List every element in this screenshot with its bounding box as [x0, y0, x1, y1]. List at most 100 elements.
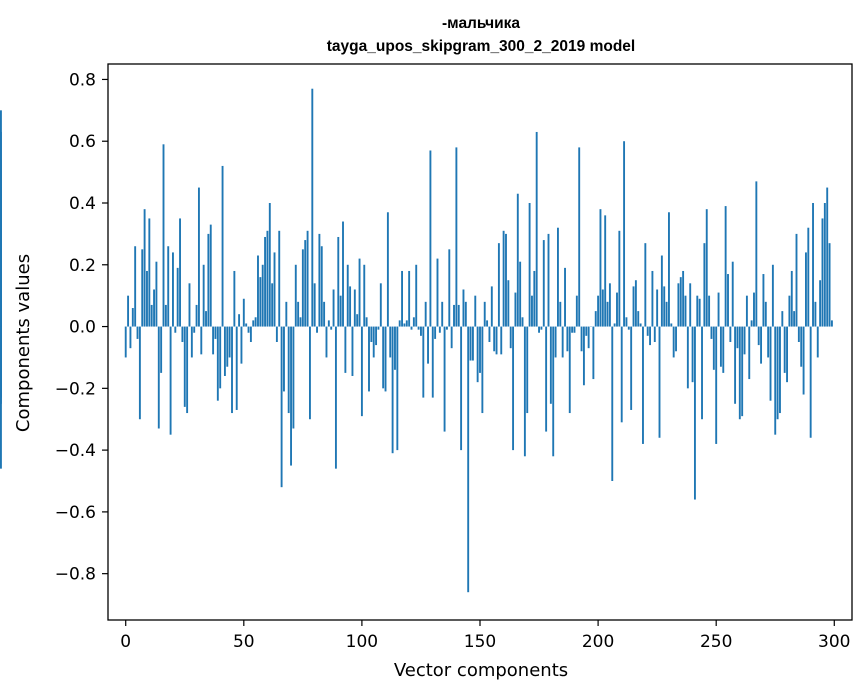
bar-173	[533, 270, 536, 327]
bar-140	[455, 147, 458, 327]
bar-18	[167, 246, 170, 327]
bar-74	[299, 317, 302, 327]
bar-72	[294, 264, 297, 327]
bar-91	[339, 295, 342, 327]
bar-299	[830, 320, 833, 327]
bar-209	[618, 230, 621, 327]
bar-246	[705, 209, 708, 327]
y-tick-label: −0.2	[55, 379, 96, 399]
bar-56	[257, 255, 259, 327]
bar-188	[568, 326, 571, 414]
bar-261	[741, 326, 744, 417]
bar-125	[420, 326, 422, 336]
bar-277	[779, 326, 781, 414]
bar-146	[469, 326, 472, 361]
bar-54	[252, 320, 255, 327]
bar-252	[719, 326, 722, 367]
bar-113	[391, 326, 394, 454]
bar-260	[738, 326, 741, 420]
bar-163	[509, 326, 512, 349]
bar-280	[786, 326, 788, 383]
bar-227	[660, 255, 663, 327]
bar-94	[346, 264, 349, 327]
bar-28	[190, 326, 193, 358]
bar-161	[505, 233, 507, 327]
bar-275	[774, 326, 777, 435]
bar-15	[160, 326, 163, 373]
bar-183	[557, 227, 559, 327]
bar-222	[649, 326, 651, 346]
bar-223	[651, 270, 654, 327]
bar-87	[330, 326, 333, 330]
bar-274	[771, 264, 774, 327]
bar-83	[320, 246, 323, 327]
bar-99	[358, 258, 361, 327]
bar-31	[197, 187, 200, 327]
bar-41	[221, 165, 224, 327]
bar-286	[800, 326, 803, 367]
bar-26	[186, 326, 189, 414]
bar-100	[360, 326, 363, 417]
bar-179	[547, 233, 550, 327]
bar-110	[384, 326, 387, 392]
bar-268	[757, 326, 760, 346]
bar-200	[597, 295, 600, 327]
bar-73	[297, 301, 300, 327]
bar-34	[205, 311, 207, 327]
bar-37	[212, 326, 215, 355]
bar-36	[209, 224, 212, 327]
bar-33	[202, 264, 205, 327]
bar-228	[663, 286, 666, 327]
bar-170	[526, 326, 529, 414]
bar-149	[476, 326, 479, 383]
bar-17	[164, 304, 167, 327]
bar-7	[141, 249, 144, 327]
axes: 0 50 100 150 200 250 300 −0.8 −0.6 −0.4 −0.2 0.0 0.2…	[55, 63, 853, 652]
bar-126	[422, 326, 425, 398]
bar-80	[313, 283, 316, 327]
bar-134	[441, 301, 444, 327]
bar-270	[762, 274, 765, 327]
bar-264	[748, 326, 751, 380]
y-tick-label: −0.4	[55, 441, 96, 461]
bar-150	[479, 326, 481, 373]
bar-11	[150, 304, 153, 327]
bar-249	[712, 326, 715, 370]
bar-81	[316, 326, 318, 333]
bar-244	[701, 326, 703, 420]
x-tick-label: 200	[582, 632, 614, 652]
bar-255	[727, 274, 729, 327]
bar-92	[342, 221, 344, 327]
bar-40	[219, 326, 222, 389]
bar-90	[337, 236, 340, 327]
bar-156	[493, 326, 496, 352]
bar-254	[724, 206, 727, 327]
bar-233	[675, 326, 677, 352]
bar-225	[656, 289, 659, 327]
bar-22	[176, 267, 179, 327]
bar-46	[233, 270, 236, 327]
bar-208	[616, 292, 618, 327]
bar-238	[686, 326, 689, 389]
bar-70	[290, 326, 292, 466]
bar-281	[788, 295, 791, 327]
bar-78	[309, 326, 311, 420]
bar-226	[658, 326, 661, 438]
y-tick-label: −0.8	[55, 565, 96, 585]
bar-57	[259, 277, 262, 327]
bar-251	[717, 292, 720, 327]
bar-114	[394, 326, 396, 370]
bar-294	[819, 280, 822, 327]
bar-9	[146, 270, 148, 327]
bar-undefined	[0, 110, 2, 327]
bar-127	[424, 301, 427, 327]
bar-96	[351, 326, 354, 376]
bar-195	[585, 326, 588, 336]
bar-67	[283, 326, 285, 392]
bar-269	[760, 326, 763, 364]
bar-64	[275, 326, 278, 342]
bar-295	[821, 218, 824, 327]
bar-97	[353, 289, 356, 327]
bar-55	[254, 317, 257, 327]
